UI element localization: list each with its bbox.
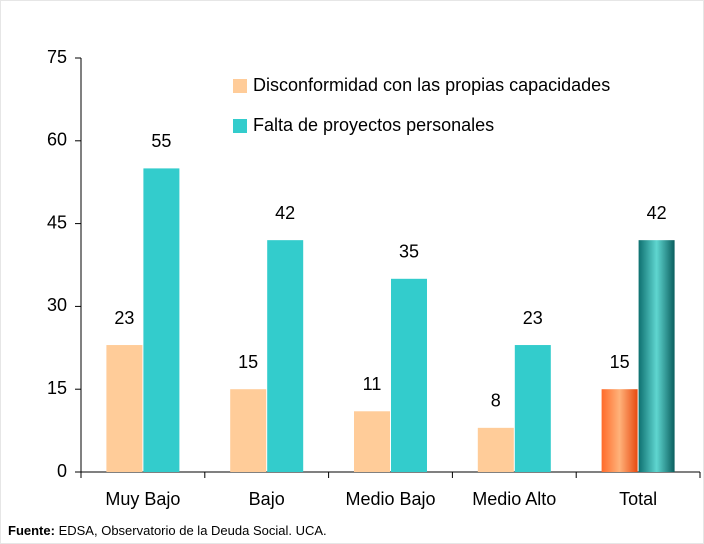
y-tick-label: 60 [47,130,67,150]
y-tick-label: 15 [47,378,67,398]
legend-swatch [233,79,247,93]
data-label: 42 [275,203,295,223]
data-label: 15 [238,352,258,372]
data-label: 15 [610,352,630,372]
bar [477,427,514,472]
bar [514,345,551,472]
data-label: 42 [647,203,667,223]
bar [391,278,427,472]
data-label: 23 [523,308,543,328]
legend-label: Disconformidad con las propias capacidad… [253,75,610,95]
source-label: Fuente: [8,523,55,538]
y-tick-label: 30 [47,295,67,315]
legend-swatch [233,119,247,133]
source-text: EDSA, Observatorio de la Deuda Social. U… [59,523,327,538]
x-tick-label: Total [619,489,657,509]
data-label: 11 [363,374,382,394]
data-label: 8 [491,391,501,411]
bar [230,389,267,472]
y-tick-label: 45 [47,212,67,232]
x-tick-label: Medio Bajo [345,489,435,509]
data-label: 35 [399,242,419,262]
y-tick-label: 0 [57,461,67,481]
x-tick-label: Bajo [249,489,285,509]
bar [267,240,304,472]
x-tick-label: Muy Bajo [105,489,180,509]
bar [354,411,390,472]
bar [143,168,180,472]
data-label: 23 [114,308,134,328]
y-tick-label: 75 [47,47,67,67]
data-label: 55 [151,131,171,151]
bar [638,240,675,472]
bar [601,389,638,472]
bar [106,345,143,472]
source: Fuente: EDSA, Observatorio de la Deuda S… [8,523,327,538]
x-tick-label: Medio Alto [472,489,556,509]
legend-label: Falta de proyectos personales [253,115,494,135]
